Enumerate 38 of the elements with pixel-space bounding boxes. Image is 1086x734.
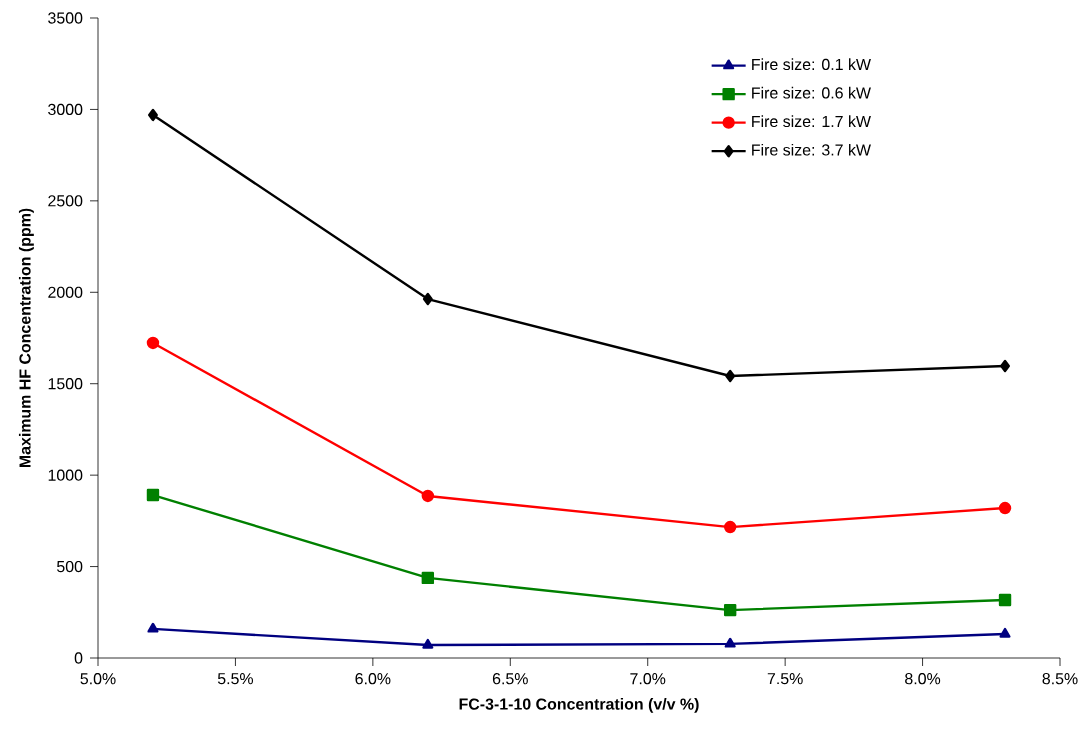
point: [148, 108, 158, 122]
x-tick-label: 6.0%: [355, 673, 391, 685]
legend-label: Fire size: 3.7 kW: [752, 143, 871, 156]
point: [724, 637, 736, 648]
point: [422, 638, 434, 649]
y-tick-label: 500: [56, 560, 83, 573]
point: [998, 593, 1012, 607]
point: [998, 501, 1012, 515]
point: [146, 488, 160, 502]
legend-label: Fire size: 0.6 kW: [752, 86, 871, 99]
point: [421, 571, 435, 585]
y-tick-label: 3000: [48, 103, 83, 116]
x-tick-label: 7.0%: [630, 673, 666, 685]
point: [147, 622, 159, 633]
y-tick-label: 1500: [48, 378, 83, 390]
x-axis-title: FC-3-1-10 Concentration (v/v %): [459, 697, 699, 713]
y-tick-label: 2500: [48, 195, 83, 207]
y-tick-label: 1000: [48, 469, 83, 481]
y-tick-label: 0: [74, 652, 83, 664]
x-tick-label: 5.5%: [217, 673, 254, 685]
point: [422, 292, 433, 306]
point: [146, 336, 160, 350]
point: [1000, 359, 1010, 373]
point: [723, 520, 737, 534]
y-tick-label: 2000: [48, 286, 83, 298]
point: [421, 489, 435, 503]
y-tick-label: 3500: [48, 12, 83, 24]
x-tick-label: 8.5%: [1042, 673, 1078, 685]
legend-label: Fire size: 1.7 kW: [752, 115, 871, 128]
point: [999, 627, 1011, 638]
point: [723, 603, 737, 617]
legend-label: Fire size: 0.1 kW: [752, 58, 871, 71]
x-tick-label: 7.5%: [767, 673, 803, 685]
y-axis-title: Maximum HF Concentration (ppm): [18, 208, 34, 468]
x-tick-label: 6.5%: [492, 673, 528, 685]
x-tick-label: 8.0%: [905, 673, 941, 685]
point: [725, 369, 736, 383]
x-tick-label: 5.0%: [80, 673, 116, 685]
